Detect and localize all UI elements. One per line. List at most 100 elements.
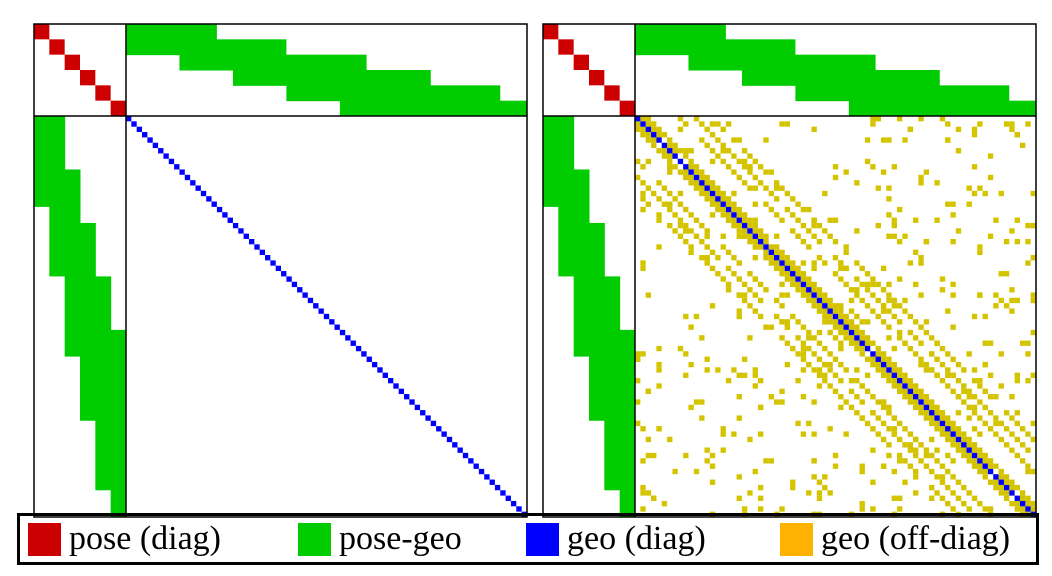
geo-offdiag-entry	[779, 121, 785, 127]
geo-offdiag-entry	[1019, 142, 1026, 149]
geo-offdiag-entry	[950, 388, 956, 395]
geo-offdiag-entry	[854, 340, 860, 346]
geo-offdiag-entry	[896, 367, 903, 373]
geo-offdiag-entry	[859, 506, 865, 512]
geo-offdiag-entry	[1014, 372, 1020, 378]
geo-offdiag-entry	[891, 217, 897, 223]
geo-offdiag-entry	[774, 297, 780, 304]
geo-offdiag-entry	[934, 426, 940, 432]
geo-offdiag-entry	[961, 452, 967, 459]
geo-offdiag-entry	[945, 500, 951, 507]
geo-offdiag-entry	[929, 468, 935, 475]
geo-offdiag-entry	[875, 297, 881, 304]
geo-offdiag-entry	[816, 292, 823, 298]
geo-offdiag-entry	[816, 255, 823, 261]
geo-offdiag-entry	[982, 313, 988, 320]
geo-offdiag-entry	[816, 495, 823, 501]
geo-offdiag-entry	[966, 490, 972, 496]
geo-offdiag-entry	[768, 260, 775, 266]
geo-offdiag-entry	[886, 185, 892, 191]
geo-offdiag-entry	[672, 164, 678, 170]
geo-offdiag-entry	[854, 394, 860, 400]
geo-offdiag-entry	[811, 431, 817, 437]
geo-offdiag-entry	[741, 212, 748, 218]
geo-offdiag-entry	[875, 281, 881, 288]
geo-offdiag-entry	[950, 490, 956, 496]
geo-offdiag-entry	[961, 388, 967, 395]
geo-offdiag-entry	[736, 276, 742, 282]
geo-diag-cell	[184, 174, 191, 181]
geo-offdiag-entry	[640, 164, 646, 170]
geo-offdiag-entry	[688, 249, 694, 256]
pose-geo-block-left	[543, 116, 559, 207]
geo-offdiag-entry	[720, 447, 726, 453]
geo-offdiag-entry	[800, 431, 807, 437]
geo-offdiag-entry	[731, 431, 737, 437]
geo-offdiag-entry	[982, 474, 988, 480]
geo-offdiag-entry	[667, 153, 673, 159]
geo-offdiag-entry	[1025, 351, 1031, 357]
geo-diag-cell	[334, 324, 340, 330]
geo-offdiag-entry	[667, 164, 673, 170]
geo-offdiag-entry	[683, 206, 689, 213]
geo-diag-cell	[693, 174, 700, 181]
geo-offdiag-entry	[757, 244, 764, 250]
geo-offdiag-entry	[848, 388, 855, 395]
geo-offdiag-entry	[907, 260, 914, 266]
geo-offdiag-entry	[736, 495, 742, 501]
geo-offdiag-entry	[966, 201, 972, 207]
geo-offdiag-entry	[843, 431, 849, 437]
geo-offdiag-entry	[640, 506, 646, 512]
geo-offdiag-entry	[843, 367, 849, 373]
geo-offdiag-entry	[757, 313, 764, 320]
geo-offdiag-entry	[843, 244, 849, 250]
legend-swatch-geo-diag	[526, 522, 559, 556]
geo-offdiag-entry	[966, 394, 972, 400]
geo-offdiag-entry	[677, 116, 684, 122]
geo-offdiag-entry	[913, 351, 919, 357]
geo-diag-cell	[174, 164, 180, 170]
geo-offdiag-entry	[752, 174, 758, 181]
geo-offdiag-entry	[1009, 228, 1015, 234]
geo-offdiag-entry	[656, 217, 662, 223]
geo-offdiag-entry	[886, 356, 892, 362]
geo-offdiag-entry	[945, 367, 951, 373]
geo-offdiag-entry	[635, 377, 641, 384]
geo-offdiag-entry	[987, 233, 994, 239]
geo-offdiag-entry	[688, 404, 694, 411]
geo-offdiag-entry	[918, 174, 924, 181]
geo-offdiag-entry	[838, 276, 844, 282]
geo-offdiag-entry	[795, 319, 801, 325]
geo-offdiag-entry	[822, 372, 828, 378]
geo-diag-cell	[179, 169, 185, 175]
geo-offdiag-entry	[913, 452, 919, 459]
geo-diag-cell	[699, 180, 705, 186]
geo-offdiag-entry	[800, 356, 807, 362]
geo-offdiag-entry	[934, 180, 940, 186]
geo-offdiag-entry	[843, 281, 849, 288]
pose-diag-cell	[619, 100, 635, 116]
geo-offdiag-entry	[699, 174, 705, 181]
geo-offdiag-entry	[913, 474, 919, 480]
geo-offdiag-entry	[811, 367, 817, 373]
pose-geo-block-left	[80, 222, 96, 421]
geo-offdiag-entry	[977, 121, 983, 127]
geo-offdiag-entry	[886, 281, 892, 288]
geo-offdiag-entry	[832, 164, 839, 170]
geo-offdiag-entry	[886, 324, 892, 330]
geo-offdiag-entry	[768, 394, 775, 400]
geo-offdiag-entry	[656, 367, 662, 373]
geo-offdiag-entry	[736, 415, 742, 421]
geo-offdiag-entry	[795, 271, 801, 277]
geo-offdiag-entry	[779, 335, 785, 341]
geo-diag-cell	[854, 335, 860, 341]
geo-offdiag-entry	[763, 201, 769, 207]
geo-offdiag-entry	[971, 313, 978, 320]
legend-box: pose (diag) pose-geo geo (diag) geo (off…	[17, 513, 1039, 565]
geo-offdiag-entry	[1003, 490, 1010, 496]
geo-offdiag-entry	[731, 206, 737, 213]
geo-diag-cell	[500, 490, 506, 496]
geo-offdiag-entry	[816, 367, 823, 373]
geo-offdiag-entry	[800, 394, 807, 400]
geo-offdiag-entry	[811, 297, 817, 304]
